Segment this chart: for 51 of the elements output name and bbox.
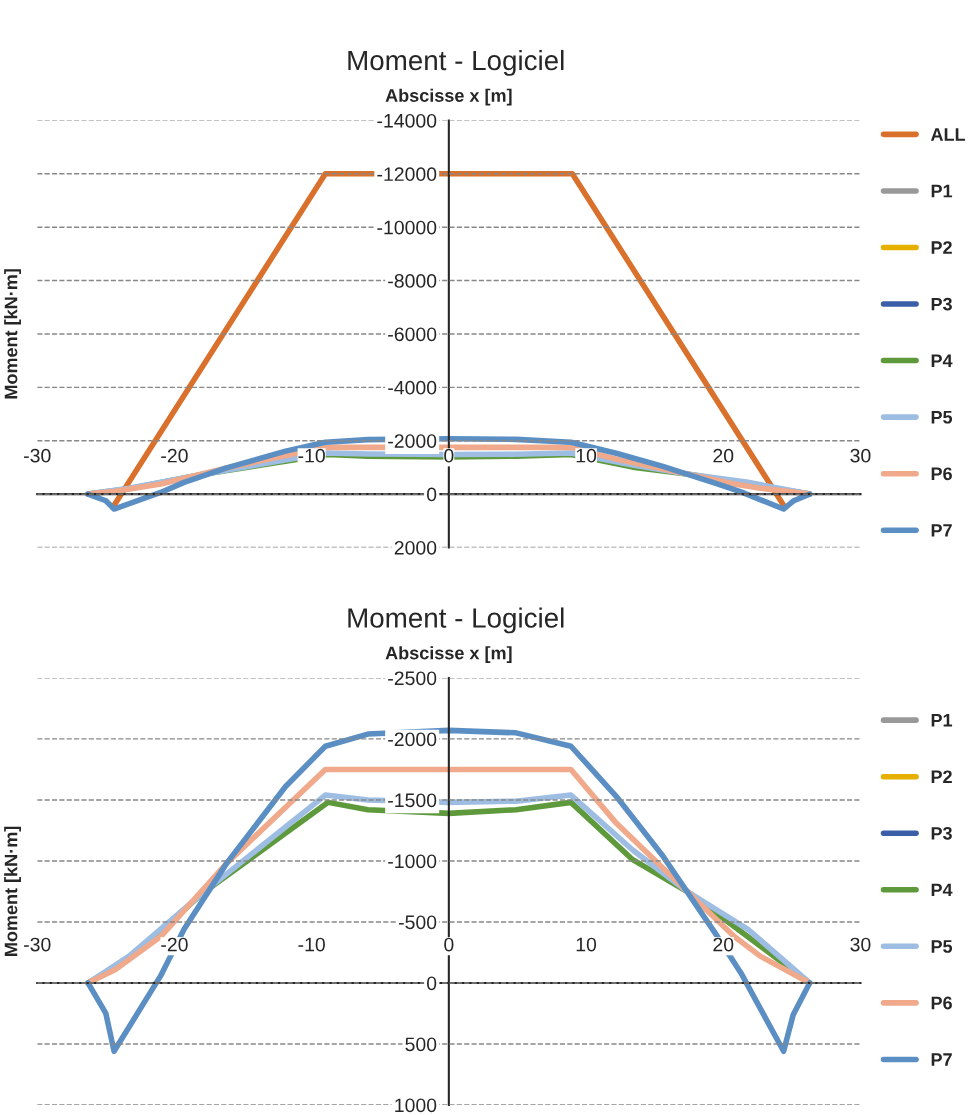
y-tick-label: 1000: [395, 1098, 437, 1113]
y-tick-label: -2500: [388, 671, 437, 686]
y-tick-label: -2000: [388, 434, 437, 448]
legend-label: P1: [931, 184, 953, 198]
x-tick-label: 10: [576, 937, 597, 952]
y-tick-label: -4000: [388, 380, 437, 395]
legend-label: P1: [931, 714, 953, 727]
y-tick-label: -500: [398, 915, 437, 930]
legend-label: P4: [931, 354, 953, 367]
legend-label: P4: [931, 883, 953, 897]
x-tick-label: 0: [444, 937, 454, 952]
legend-label: P2: [931, 770, 952, 783]
x-axis-title: Abscisse x [m]: [385, 646, 512, 663]
chart-title: Moment - Logiciel: [348, 607, 564, 634]
x-tick-label: 30: [850, 937, 871, 952]
x-axis-title: Abscisse x [m]: [385, 88, 512, 106]
y-axis-title: Moment [kN·m]: [4, 269, 21, 399]
legend-label: P3: [931, 297, 952, 311]
y-tick-label: 0: [426, 487, 437, 502]
y-tick-label: -6000: [388, 327, 437, 342]
x-tick-label: 10: [576, 448, 597, 463]
y-tick-label: 0: [426, 976, 437, 991]
y-tick-label: -8000: [388, 274, 437, 288]
y-tick-label: -1000: [388, 854, 437, 869]
x-tick-label: 30: [850, 448, 871, 463]
y-tick-label: -14000: [377, 113, 437, 128]
x-tick-label: -20: [161, 937, 188, 952]
legend-label: P5: [931, 411, 953, 424]
x-tick-label: -20: [161, 448, 188, 463]
y-tick-label: -10000: [377, 220, 437, 235]
legend-label: ALL: [930, 128, 966, 141]
x-tick-label: -30: [24, 937, 51, 952]
legend-label: P6: [931, 996, 952, 1010]
y-tick-label: 2000: [394, 540, 437, 555]
legend-label: P6: [931, 467, 952, 481]
x-tick-label: -30: [24, 448, 51, 463]
legend-label: P7: [931, 1053, 952, 1066]
y-tick-label: -2000: [388, 732, 437, 747]
x-tick-label: 20: [713, 937, 734, 952]
legend-label: P5: [931, 940, 953, 953]
x-tick-label: -10: [298, 448, 325, 463]
x-tick-label: -10: [298, 937, 325, 952]
y-tick-label: -1500: [388, 793, 437, 808]
y-axis-title: Moment [kN·m]: [4, 826, 21, 956]
legend-label: P3: [931, 826, 952, 840]
legend-label: P7: [931, 524, 952, 537]
y-tick-label: -12000: [377, 167, 437, 182]
chart-title: Moment - Logiciel: [348, 49, 564, 76]
y-tick-label: 500: [405, 1037, 437, 1052]
x-tick-label: 20: [713, 448, 734, 463]
legend-label: P2: [931, 241, 952, 254]
